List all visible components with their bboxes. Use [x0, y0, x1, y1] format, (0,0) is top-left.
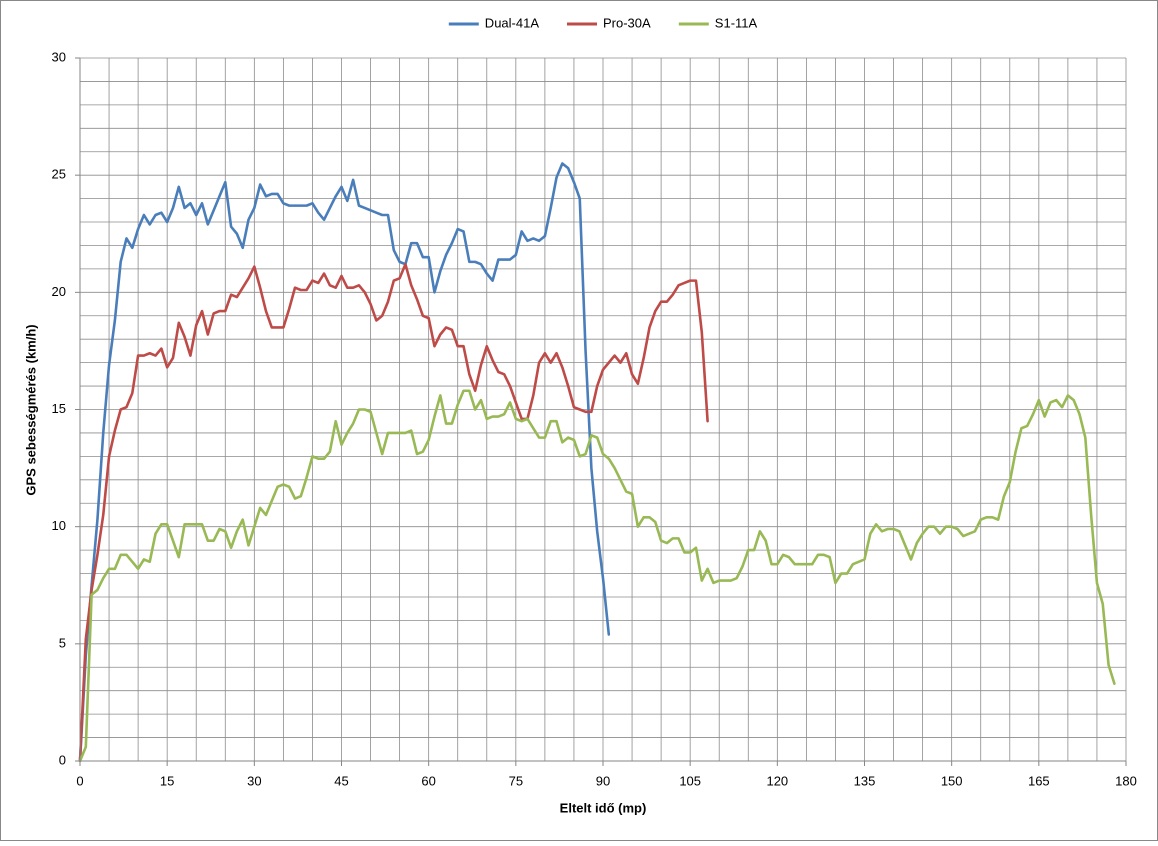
x-tick-label: 30 — [247, 773, 261, 788]
x-tick-label: 90 — [596, 773, 610, 788]
x-tick-label: 120 — [766, 773, 788, 788]
x-tick-label: 75 — [509, 773, 523, 788]
series-line — [78, 162, 611, 763]
y-tick-label: 10 — [52, 518, 66, 533]
axes: 0 15 30 45 60 75 90 105 120 135 150 165 180 0 5 10 15 20 2… — [52, 49, 1137, 788]
legend-label: Dual-41A — [485, 15, 540, 30]
x-axis-title: Eltelt idő (mp) — [560, 800, 647, 815]
y-tick-label: 5 — [59, 635, 66, 650]
x-tick-label: 60 — [421, 773, 435, 788]
legend-label: S1-11A — [715, 15, 758, 30]
y-tick-label: 20 — [52, 284, 66, 299]
series-layer — [78, 162, 1116, 763]
legend: Dual-41A Pro-30A S1-11A — [448, 15, 758, 30]
series-line — [78, 389, 1116, 763]
y-tick-label: 15 — [52, 401, 66, 416]
x-tick-label: 15 — [160, 773, 174, 788]
x-tick-label: 105 — [679, 773, 701, 788]
x-tick-label: 45 — [334, 773, 348, 788]
y-tick-label: 25 — [52, 167, 66, 182]
legend-item: Dual-41A — [448, 15, 540, 30]
x-tick-label: 165 — [1028, 773, 1050, 788]
legend-item: Pro-30A — [567, 15, 651, 30]
y-tick-label: 0 — [59, 752, 66, 767]
series-line — [78, 262, 709, 763]
x-tick-label: 0 — [76, 773, 83, 788]
x-tick-label: 135 — [854, 773, 876, 788]
y-axis-title: GPS sebességmérés (km/h) — [23, 324, 38, 495]
y-tick-label: 30 — [52, 49, 66, 64]
x-tick-label: 180 — [1115, 773, 1137, 788]
legend-item: S1-11A — [678, 15, 758, 30]
x-tick-label: 150 — [941, 773, 963, 788]
legend-label: Pro-30A — [603, 15, 651, 30]
